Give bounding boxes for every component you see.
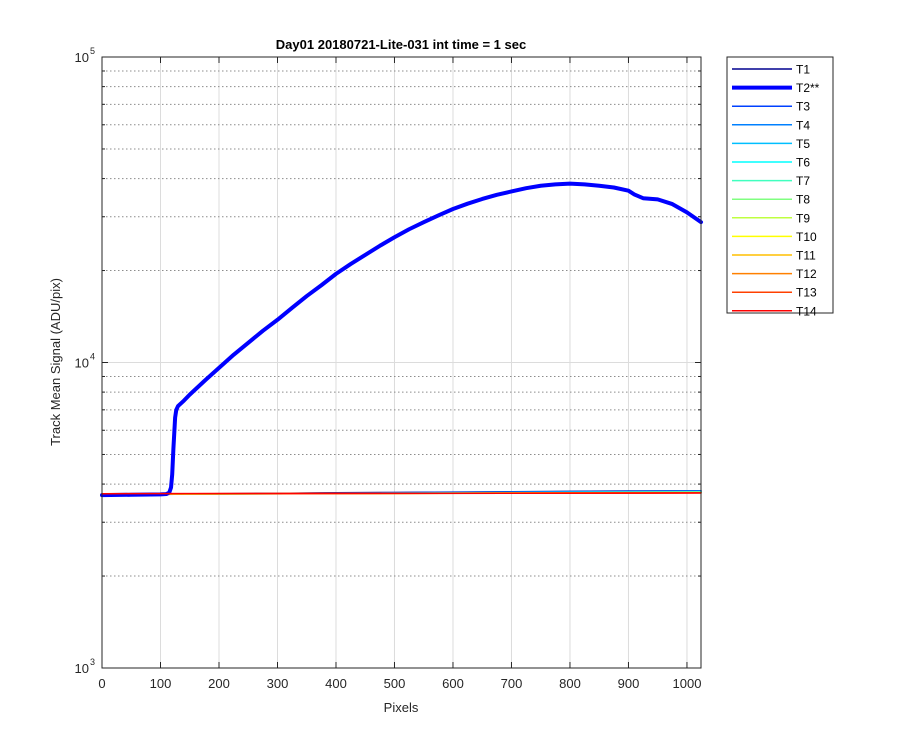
x-tick-label: 700 bbox=[501, 676, 523, 691]
x-tick-label: 0 bbox=[98, 676, 105, 691]
x-tick-label: 400 bbox=[325, 676, 347, 691]
x-tick-label: 200 bbox=[208, 676, 230, 691]
series-line-t14 bbox=[101, 492, 702, 495]
legend-label: T12 bbox=[796, 267, 817, 281]
series-layer bbox=[100, 181, 703, 498]
legend-label: T3 bbox=[796, 100, 810, 114]
legend-label: T4 bbox=[796, 118, 810, 132]
legend-box bbox=[726, 56, 834, 314]
x-tick-label: 600 bbox=[442, 676, 464, 691]
y-axis-label: Track Mean Signal (ADU/pix) bbox=[48, 278, 63, 446]
x-tick-label: 100 bbox=[150, 676, 172, 691]
x-tick-label: 300 bbox=[267, 676, 289, 691]
legend-label: T2** bbox=[796, 81, 820, 95]
legend: T1 T2** T3 T4 T5 T6 T7 T8 T9 T10 T11 T12 T13 T14 bbox=[726, 56, 834, 318]
legend-label: T14 bbox=[796, 304, 817, 318]
legend-label: T13 bbox=[796, 286, 817, 300]
legend-label: T6 bbox=[796, 156, 810, 170]
series-line-t2 bbox=[100, 181, 703, 498]
y-tick-label-exponent: 3 bbox=[90, 657, 95, 667]
legend-label: T9 bbox=[796, 211, 810, 225]
legend-label: T1 bbox=[796, 63, 810, 77]
legend-label: T5 bbox=[796, 137, 810, 151]
legend-label: T11 bbox=[796, 249, 816, 263]
y-tick-label-base: 10 bbox=[75, 661, 89, 676]
x-axis-label: Pixels bbox=[384, 700, 419, 715]
y-tick-label-base: 10 bbox=[75, 356, 89, 371]
y-tick-label-base: 10 bbox=[75, 50, 89, 65]
legend-label: T10 bbox=[796, 230, 817, 244]
legend-label: T7 bbox=[796, 174, 810, 188]
y-tick-label-exponent: 4 bbox=[90, 352, 95, 362]
chart-title: Day01 20180721-Lite-031 int time = 1 sec bbox=[276, 37, 526, 52]
legend-items: T1 T2** T3 T4 T5 T6 T7 T8 T9 T10 T11 T12 T13 T14 bbox=[732, 63, 820, 318]
x-tick-label: 800 bbox=[559, 676, 581, 691]
legend-label: T8 bbox=[796, 193, 810, 207]
x-tick-label: 1000 bbox=[673, 676, 702, 691]
x-tick-label: 900 bbox=[618, 676, 640, 691]
y-tick-label-exponent: 5 bbox=[90, 46, 95, 56]
x-tick-label: 500 bbox=[384, 676, 406, 691]
